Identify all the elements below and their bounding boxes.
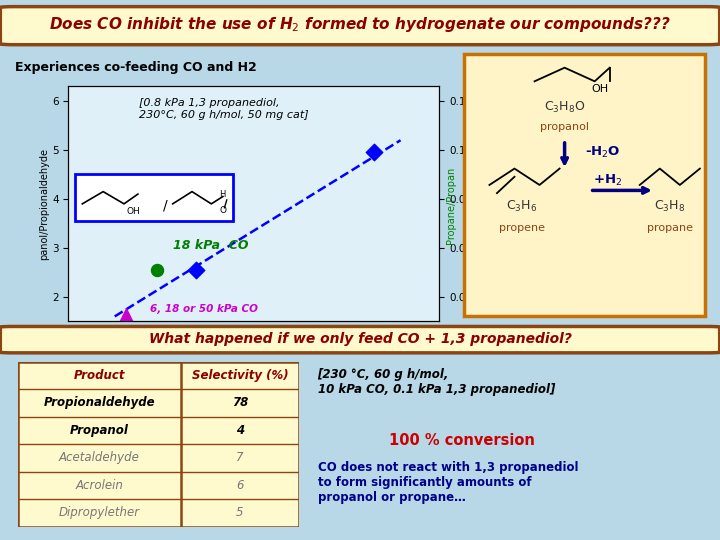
- Y-axis label: panol/Propionaldehyde: panol/Propionaldehyde: [40, 148, 49, 260]
- FancyBboxPatch shape: [0, 327, 720, 353]
- Text: Does CO inhibit the use of H$_2$ formed to hydrogenate our compounds???: Does CO inhibit the use of H$_2$ formed …: [49, 15, 671, 35]
- Text: [0.8 kPa 1,3 propanediol,
230°C, 60 g h/mol, 50 mg cat]: [0.8 kPa 1,3 propanediol, 230°C, 60 g h/…: [139, 98, 308, 120]
- Text: Propanol: Propanol: [70, 424, 129, 437]
- Text: /: /: [163, 199, 167, 213]
- Point: [368, 148, 379, 157]
- Point: [190, 266, 202, 274]
- Text: Selectivity (%): Selectivity (%): [192, 369, 288, 382]
- Text: OH: OH: [591, 84, 608, 94]
- Text: Propionaldehyde: Propionaldehyde: [44, 396, 156, 409]
- Text: 7: 7: [236, 451, 243, 464]
- Text: 18 kPa  CO: 18 kPa CO: [173, 239, 248, 252]
- Text: 4: 4: [235, 424, 244, 437]
- Text: H: H: [219, 190, 225, 199]
- Text: Acetaldehyde: Acetaldehyde: [59, 451, 140, 464]
- FancyBboxPatch shape: [0, 6, 720, 45]
- Text: +H$_2$: +H$_2$: [593, 173, 622, 188]
- Text: 6, 18 or 50 kPa CO: 6, 18 or 50 kPa CO: [150, 305, 258, 314]
- Text: propene: propene: [499, 224, 545, 233]
- Text: propane: propane: [647, 224, 693, 233]
- Text: Acrolein: Acrolein: [76, 479, 123, 492]
- Text: Propane/Propan: Propane/Propan: [446, 166, 456, 244]
- Text: -H$_2$O: -H$_2$O: [585, 145, 620, 160]
- Text: OH: OH: [126, 207, 140, 215]
- Point: [151, 266, 163, 274]
- Text: What happened if we only feed CO + 1,3 propanediol?: What happened if we only feed CO + 1,3 p…: [148, 332, 572, 346]
- Text: C$_3$H$_6$: C$_3$H$_6$: [506, 199, 538, 214]
- Text: 5: 5: [236, 507, 243, 519]
- Text: O: O: [219, 206, 226, 215]
- Text: [230 °C, 60 g h/mol,
10 kPa CO, 0.1 kPa 1,3 propanediol]: [230 °C, 60 g h/mol, 10 kPa CO, 0.1 kPa …: [318, 368, 555, 396]
- Text: 78: 78: [232, 396, 248, 409]
- Text: CO does not react with 1,3 propanediol
to form significantly amounts of
propanol: CO does not react with 1,3 propanediol t…: [318, 461, 578, 504]
- Text: Product: Product: [73, 369, 125, 382]
- Point: [120, 311, 132, 320]
- Text: C$_3$H$_8$: C$_3$H$_8$: [654, 199, 685, 214]
- Text: Experiences co-feeding CO and H2: Experiences co-feeding CO and H2: [15, 62, 257, 75]
- Text: Dipropylether: Dipropylether: [59, 507, 140, 519]
- FancyBboxPatch shape: [75, 174, 233, 221]
- Text: C$_3$H$_8$O: C$_3$H$_8$O: [544, 100, 585, 116]
- Text: propanol: propanol: [540, 123, 589, 132]
- Text: 6: 6: [236, 479, 243, 492]
- FancyBboxPatch shape: [464, 54, 705, 316]
- Text: 100 % conversion: 100 % conversion: [389, 434, 534, 448]
